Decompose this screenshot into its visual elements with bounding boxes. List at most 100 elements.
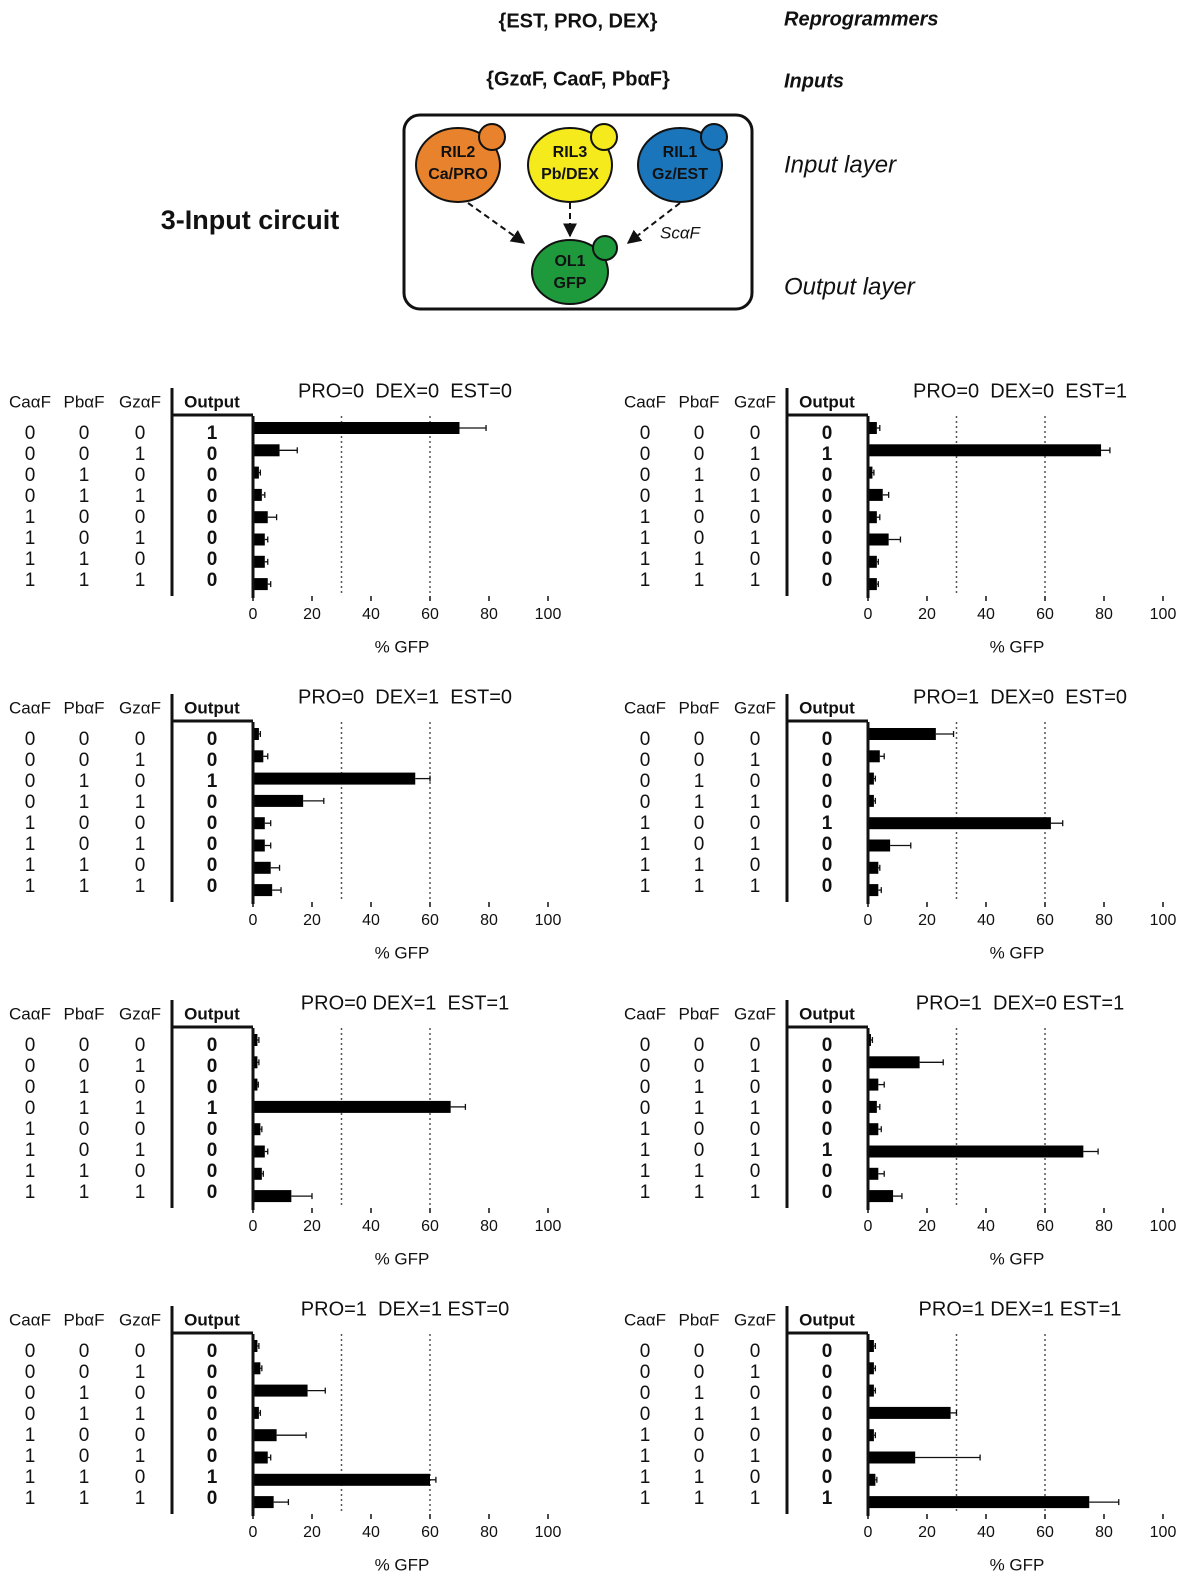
input-cell: 0 bbox=[640, 1383, 651, 1404]
input-cell: 1 bbox=[25, 1119, 36, 1140]
output-cell: 0 bbox=[207, 1404, 218, 1425]
input-cell: 1 bbox=[25, 507, 36, 528]
output-cell: 0 bbox=[207, 1077, 218, 1098]
input-cell: 1 bbox=[25, 1467, 36, 1488]
input-cell: 1 bbox=[750, 1488, 761, 1509]
output-cell: 0 bbox=[207, 1341, 218, 1362]
bar bbox=[253, 817, 265, 829]
input-cell: 1 bbox=[135, 750, 146, 771]
output-cell: 0 bbox=[822, 465, 833, 486]
x-tick-label: 80 bbox=[480, 1218, 498, 1235]
input-cell: 1 bbox=[640, 1161, 651, 1182]
input-cell: 0 bbox=[750, 1341, 761, 1362]
x-tick-label: 20 bbox=[303, 1218, 321, 1235]
input-cell: 0 bbox=[25, 750, 36, 771]
input-cell: 0 bbox=[25, 444, 36, 465]
x-tick-label: 60 bbox=[421, 1524, 439, 1541]
input-cell: 1 bbox=[25, 834, 36, 855]
input-cell: 1 bbox=[694, 876, 705, 897]
input-cell: 1 bbox=[79, 549, 90, 570]
bar bbox=[253, 422, 460, 434]
column-header: CaαF bbox=[9, 392, 51, 411]
input-cell: 1 bbox=[694, 486, 705, 507]
input-cell: 0 bbox=[750, 1119, 761, 1140]
input-cell: 0 bbox=[79, 1362, 90, 1383]
chart-title: PRO=1 DEX=1 EST=0 bbox=[301, 1298, 509, 1320]
input-cell: 1 bbox=[135, 1404, 146, 1425]
input-cell: 1 bbox=[640, 834, 651, 855]
bar bbox=[868, 1168, 878, 1180]
input-cell: 1 bbox=[640, 1425, 651, 1446]
input-cell: 1 bbox=[135, 444, 146, 465]
column-header: Output bbox=[184, 698, 240, 717]
bar bbox=[868, 1146, 1083, 1158]
input-layer-label: Input layer bbox=[784, 151, 897, 178]
input-cell: 1 bbox=[694, 549, 705, 570]
x-tick-label: 20 bbox=[918, 912, 936, 929]
input-cell: 0 bbox=[750, 1077, 761, 1098]
input-cell: 0 bbox=[79, 507, 90, 528]
input-cell: 1 bbox=[750, 834, 761, 855]
input-cell: 1 bbox=[135, 1140, 146, 1161]
input-cell: 0 bbox=[640, 444, 651, 465]
x-axis-label: % GFP bbox=[375, 637, 430, 656]
x-tick-label: 60 bbox=[1036, 912, 1054, 929]
bar bbox=[253, 862, 271, 874]
input-cell: 0 bbox=[79, 1035, 90, 1056]
x-tick-label: 20 bbox=[918, 606, 936, 623]
x-tick-label: 20 bbox=[918, 1218, 936, 1235]
input-cell: 0 bbox=[135, 549, 146, 570]
edge-label: ScαF bbox=[660, 223, 702, 242]
output-cell: 0 bbox=[822, 750, 833, 771]
column-header: GzαF bbox=[119, 698, 161, 717]
output-cell: 0 bbox=[822, 834, 833, 855]
input-cell: 1 bbox=[135, 528, 146, 549]
output-cell: 0 bbox=[207, 486, 218, 507]
input-cell: 1 bbox=[694, 1182, 705, 1203]
input-cell: 0 bbox=[79, 750, 90, 771]
output-cell: 0 bbox=[207, 1056, 218, 1077]
output-cell: 0 bbox=[822, 729, 833, 750]
output-cell: 0 bbox=[822, 1362, 833, 1383]
input-cell: 0 bbox=[640, 465, 651, 486]
x-tick-label: 100 bbox=[1150, 1524, 1177, 1541]
output-cell: 0 bbox=[207, 1425, 218, 1446]
output-cell: 0 bbox=[822, 876, 833, 897]
bar bbox=[868, 750, 880, 762]
input-cell: 1 bbox=[135, 876, 146, 897]
x-tick-label: 100 bbox=[535, 1218, 562, 1235]
bar bbox=[253, 795, 303, 807]
x-tick-label: 20 bbox=[303, 606, 321, 623]
input-cell: 1 bbox=[750, 1098, 761, 1119]
column-header: Output bbox=[799, 1004, 855, 1023]
bar bbox=[868, 1407, 951, 1419]
bar bbox=[868, 862, 878, 874]
output-cell: 0 bbox=[822, 1425, 833, 1446]
input-cell: 0 bbox=[79, 1056, 90, 1077]
output-cell: 0 bbox=[207, 570, 218, 591]
output-cell: 1 bbox=[822, 813, 833, 834]
input-cell: 1 bbox=[25, 528, 36, 549]
x-tick-label: 20 bbox=[303, 1524, 321, 1541]
node-name: RIL2 bbox=[441, 144, 476, 161]
bar bbox=[253, 534, 265, 546]
input-cell: 0 bbox=[640, 1098, 651, 1119]
x-tick-label: 100 bbox=[535, 606, 562, 623]
input-cell: 0 bbox=[750, 1035, 761, 1056]
input-cell: 1 bbox=[79, 1077, 90, 1098]
x-axis-label: % GFP bbox=[375, 1249, 430, 1268]
input-cell: 0 bbox=[135, 1119, 146, 1140]
input-cell: 1 bbox=[750, 1362, 761, 1383]
input-cell: 0 bbox=[750, 1161, 761, 1182]
bar bbox=[868, 1056, 920, 1068]
input-cell: 0 bbox=[79, 813, 90, 834]
x-tick-label: 80 bbox=[480, 912, 498, 929]
output-cell: 0 bbox=[822, 1446, 833, 1467]
input-cell: 0 bbox=[135, 1161, 146, 1182]
input-cell: 0 bbox=[135, 1383, 146, 1404]
input-cell: 0 bbox=[750, 855, 761, 876]
node-detail: Ca/PRO bbox=[428, 166, 488, 183]
output-cell: 0 bbox=[822, 507, 833, 528]
bar bbox=[253, 1496, 274, 1508]
input-cell: 1 bbox=[135, 834, 146, 855]
